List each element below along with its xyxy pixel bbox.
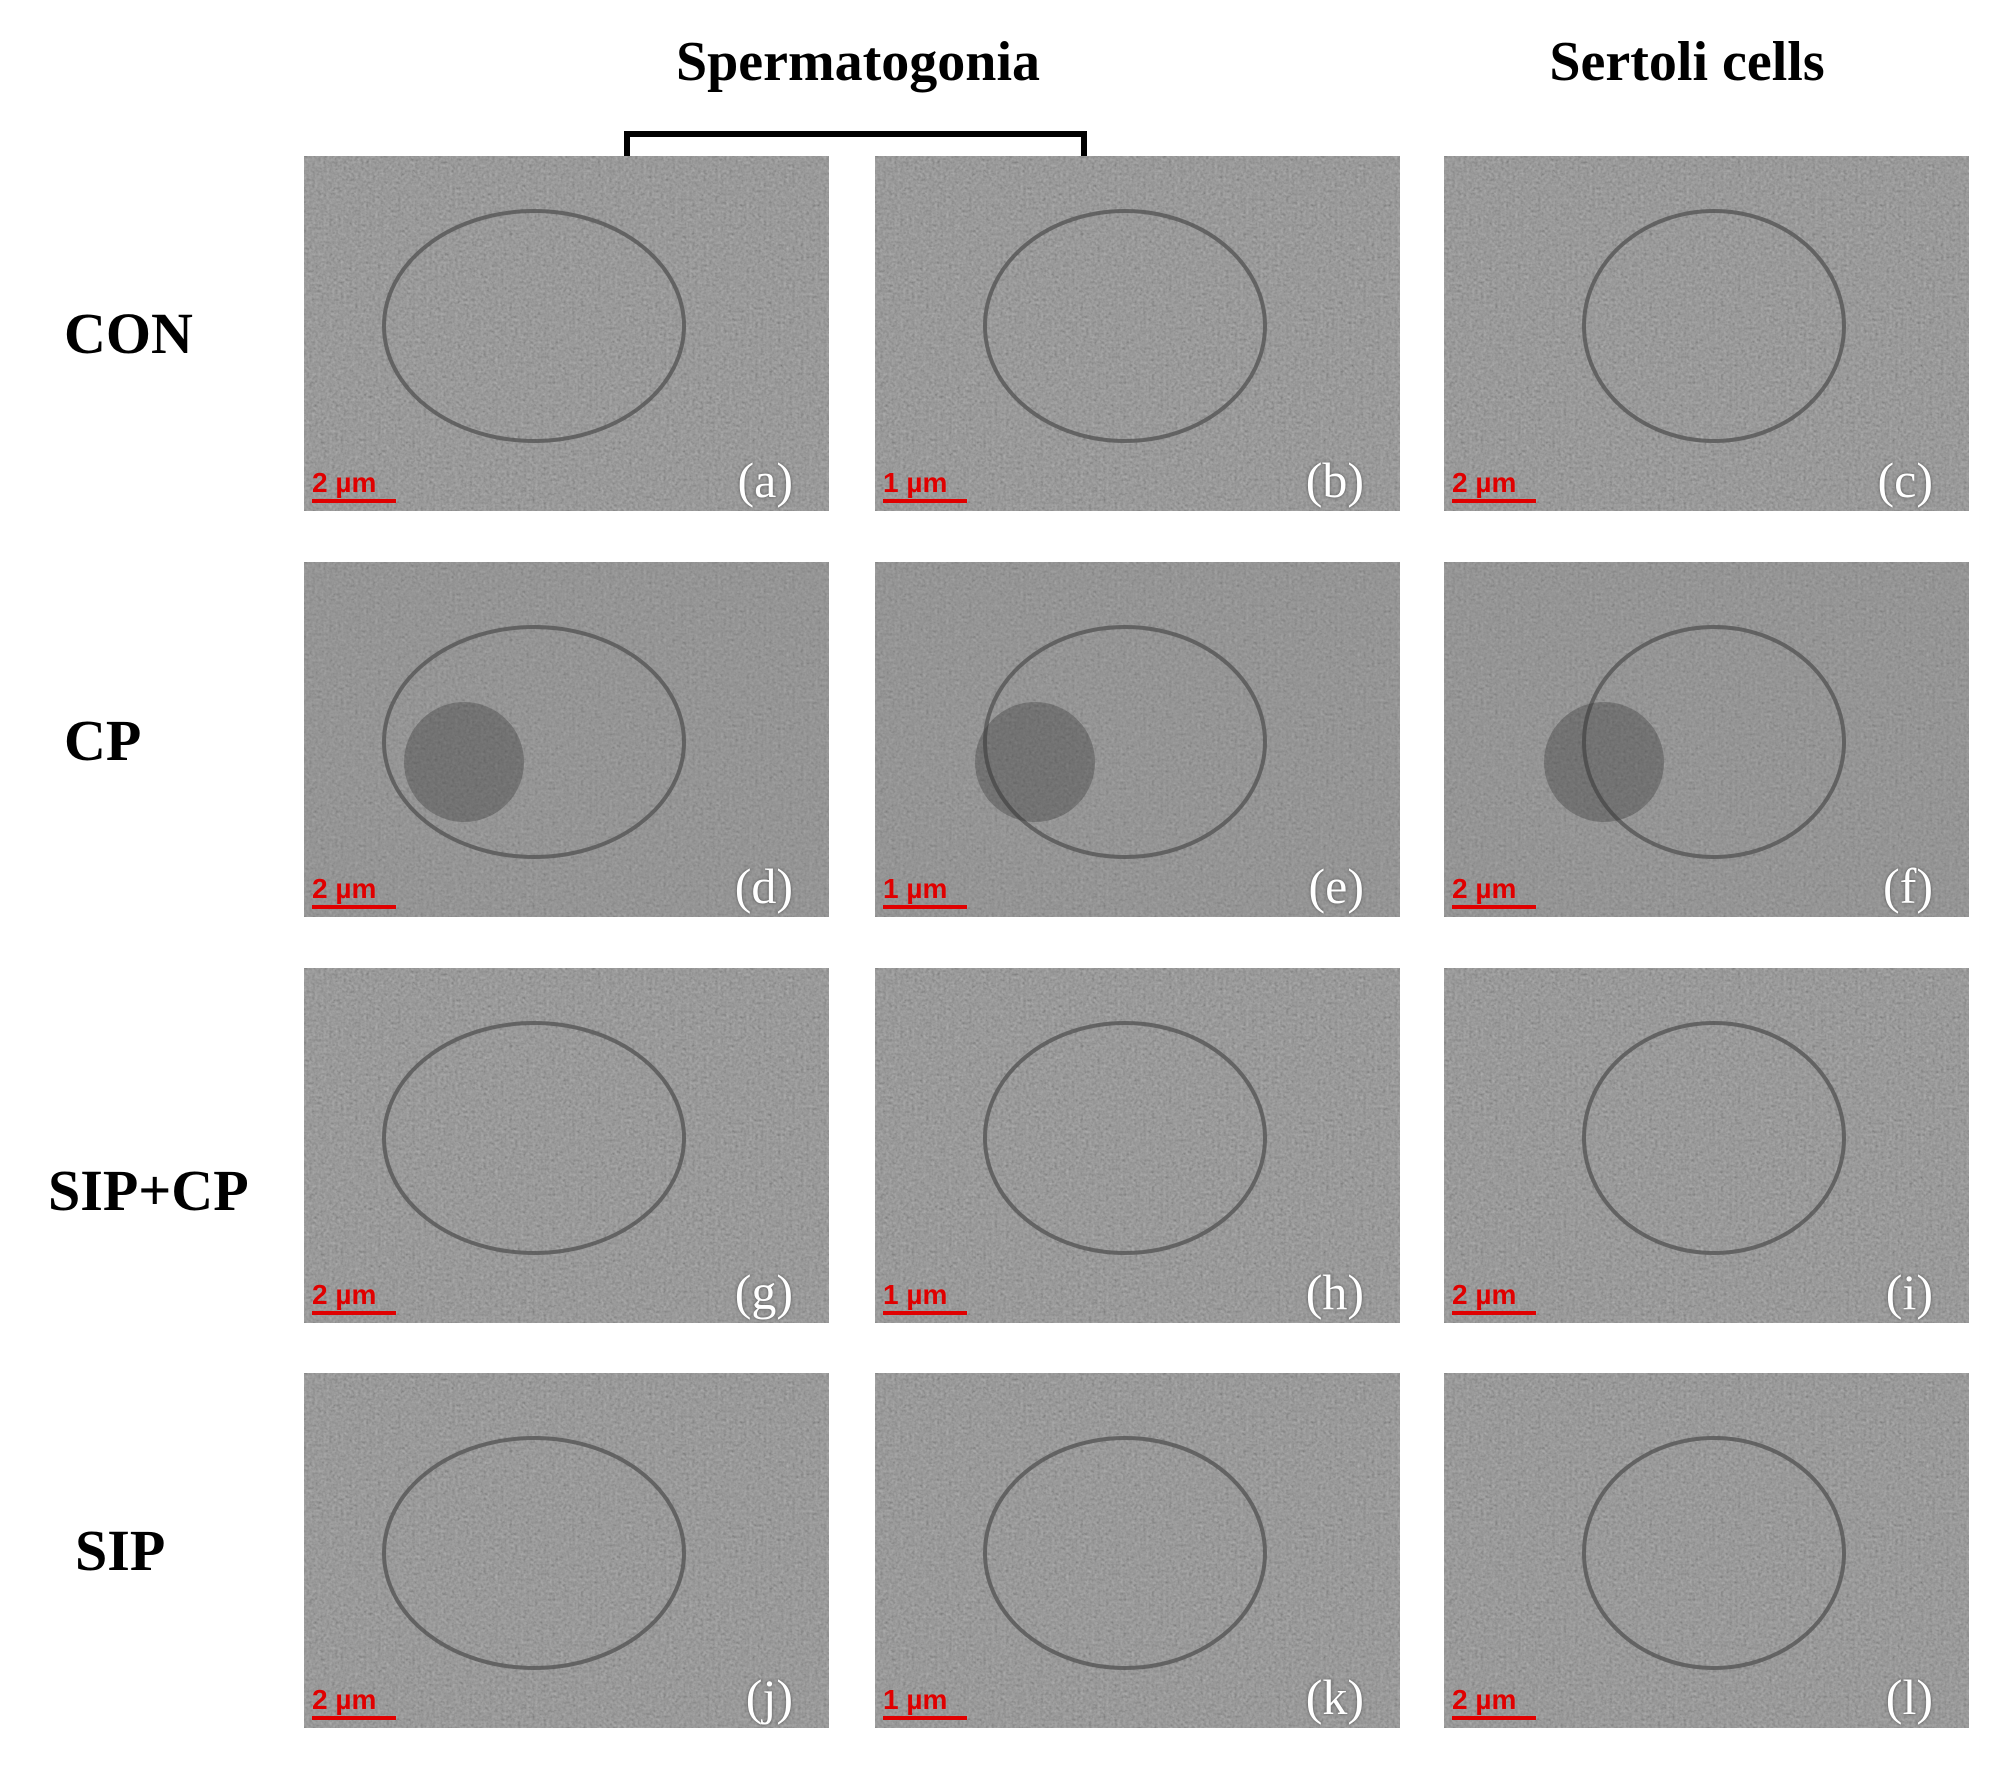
scale-bar: 1 µm	[883, 1686, 967, 1720]
micrograph-panel: 1 µm (k)	[875, 1373, 1400, 1728]
micrograph-image	[1444, 562, 1969, 917]
scale-bar-line	[1452, 1716, 1536, 1720]
micrograph-image	[1444, 156, 1969, 511]
panel-letter: (e)	[1308, 858, 1365, 914]
scale-bar-label: 1 µm	[883, 1279, 948, 1310]
micrograph-panel: 2 µm (g)	[304, 968, 829, 1323]
micrograph-image	[875, 968, 1400, 1323]
scale-bar-line	[312, 905, 396, 909]
micrograph-panel: 2 µm (j)	[304, 1373, 829, 1728]
micrograph-panel: 2 µm (f)	[1444, 562, 1969, 917]
panel-letter: (c)	[1877, 452, 1934, 508]
micrograph-panel: 2 µm (l)	[1444, 1373, 1969, 1728]
scale-bar-line	[1452, 1311, 1536, 1315]
micrograph-panel: 1 µm (h)	[875, 968, 1400, 1323]
scale-bar: 2 µm	[1452, 1281, 1536, 1315]
spermatogonia-bracket	[624, 131, 1087, 175]
micrograph-panel: 2 µm (c)	[1444, 156, 1969, 511]
scale-bar-line	[1452, 905, 1536, 909]
scale-bar-label: 1 µm	[883, 873, 948, 904]
scale-bar: 2 µm	[312, 1686, 396, 1720]
micrograph-image	[1444, 1373, 1969, 1728]
scale-bar-label: 2 µm	[312, 1279, 377, 1310]
panel-letter: (i)	[1885, 1264, 1933, 1320]
scale-bar-line	[883, 1716, 967, 1720]
micrograph-image	[1444, 968, 1969, 1323]
scale-bar-line	[883, 1311, 967, 1315]
row-label-cp: CP	[64, 708, 142, 773]
scale-bar-line	[1452, 499, 1536, 503]
panel-letter: (a)	[737, 452, 794, 508]
scale-bar: 2 µm	[312, 1281, 396, 1315]
scale-bar-label: 2 µm	[312, 873, 377, 904]
micrograph-panel: 1 µm (e)	[875, 562, 1400, 917]
micrograph-image	[875, 156, 1400, 511]
micrograph-panel: 2 µm (d)	[304, 562, 829, 917]
scale-bar-line	[883, 499, 967, 503]
micrograph-panel: 1 µm (b)	[875, 156, 1400, 511]
row-label-sip: SIP	[75, 1518, 166, 1583]
micrograph-panel: 2 µm (i)	[1444, 968, 1969, 1323]
column-title-spermatogonia: Spermatogonia	[676, 31, 1040, 93]
panel-letter: (b)	[1305, 452, 1364, 508]
micrograph-image	[875, 562, 1400, 917]
panel-letter: (k)	[1305, 1669, 1364, 1725]
scale-bar-line	[312, 1311, 396, 1315]
row-label-con: CON	[64, 301, 193, 366]
scale-bar-label: 2 µm	[1452, 1279, 1517, 1310]
row-label-sip-cp: SIP+CP	[48, 1158, 249, 1223]
scale-bar-label: 1 µm	[883, 1684, 948, 1715]
scale-bar: 2 µm	[1452, 1686, 1536, 1720]
scale-bar: 2 µm	[312, 469, 396, 503]
panel-letter: (l)	[1885, 1669, 1933, 1725]
scale-bar-line	[312, 499, 396, 503]
scale-bar: 1 µm	[883, 469, 967, 503]
scale-bar-label: 2 µm	[1452, 873, 1517, 904]
micrograph-image	[304, 1373, 829, 1728]
scale-bar-label: 2 µm	[312, 1684, 377, 1715]
scale-bar-line	[312, 1716, 396, 1720]
scale-bar: 2 µm	[1452, 469, 1536, 503]
scale-bar: 1 µm	[883, 875, 967, 909]
panel-letter: (j)	[745, 1669, 793, 1725]
scale-bar-label: 2 µm	[312, 467, 377, 498]
scale-bar-line	[883, 905, 967, 909]
panel-letter: (f)	[1883, 858, 1933, 914]
scale-bar-label: 1 µm	[883, 467, 948, 498]
panel-letter: (d)	[734, 858, 793, 914]
scale-bar: 2 µm	[1452, 875, 1536, 909]
micrograph-image	[304, 562, 829, 917]
scale-bar: 1 µm	[883, 1281, 967, 1315]
micrograph-panel: 2 µm (a)	[304, 156, 829, 511]
scale-bar-label: 2 µm	[1452, 1684, 1517, 1715]
panel-letter: (g)	[734, 1264, 793, 1320]
scale-bar: 2 µm	[312, 875, 396, 909]
micrograph-image	[875, 1373, 1400, 1728]
panel-letter: (h)	[1305, 1264, 1364, 1320]
micrograph-image	[304, 968, 829, 1323]
micrograph-image	[304, 156, 829, 511]
column-title-sertoli-cells: Sertoli cells	[1549, 31, 1825, 93]
scale-bar-label: 2 µm	[1452, 467, 1517, 498]
